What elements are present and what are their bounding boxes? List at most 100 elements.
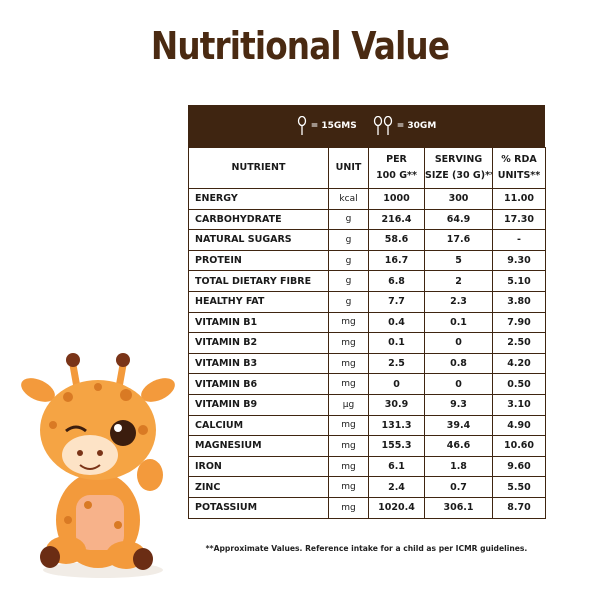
column-header: % RDA UNITS** [492,147,546,189]
nutrient-cell: CALCIUM [188,414,329,437]
value-cell: 0.8 [424,352,493,375]
value-cell: 2.5 [368,352,425,375]
nutrient-cell: POTASSIUM [188,496,329,519]
value-cell: µg [328,393,369,416]
value-cell: mg [328,435,369,457]
value-cell: 4.20 [492,352,546,375]
value-cell: g [328,270,369,292]
table-row: VITAMIN B3 mg 2.5 0.8 4.20 [188,352,546,375]
value-cell: g [328,208,369,231]
value-cell: 7.7 [368,290,425,313]
table-row: VITAMIN B6 mg 0 0 0.50 [188,373,546,395]
header-line: UNITS** [497,170,541,181]
value-cell: mg [328,455,369,478]
value-cell: 6.8 [368,270,425,292]
nutrient-cell: ENERGY [188,188,329,210]
value-cell: 7.90 [492,311,546,334]
header-line: NUTRIENT [231,162,286,173]
nutrient-cell: CARBOHYDRATE [188,208,329,231]
value-cell: 5.50 [492,476,546,498]
table-row: HEALTHY FAT g 7.7 2.3 3.80 [188,290,546,313]
value-cell: 0 [424,373,493,395]
value-cell: 8.70 [492,496,546,519]
value-cell: 0.1 [368,332,425,354]
nutrient-cell: VITAMIN B1 [188,311,329,334]
value-cell: 58.6 [368,229,425,251]
nutrient-cell: PROTEIN [188,249,329,272]
title: Nutritional Value [150,24,450,68]
value-cell: 4.90 [492,414,546,437]
value-cell: 2.4 [368,476,425,498]
value-cell: 5 [424,249,493,272]
spoons-icon [373,116,392,135]
value-cell: - [492,229,546,251]
table-row: POTASSIUM mg 1020.4 306.1 8.70 [188,496,546,519]
table-row: TOTAL DIETARY FIBRE g 6.8 2 5.10 [188,270,546,292]
value-cell: mg [328,373,369,395]
nutrition-table: = 15GMS = 30GM NUTRIENT UNIT PER 100 G** SER… [188,105,546,519]
nutrient-cell: VITAMIN B3 [188,352,329,375]
table-row: MAGNESIUM mg 155.3 46.6 10.60 [188,435,546,457]
value-cell: 16.7 [368,249,425,272]
table-row: VITAMIN B2 mg 0.1 0 2.50 [188,332,546,354]
value-cell: 1020.4 [368,496,425,519]
value-cell: 2.3 [424,290,493,313]
table-row: VITAMIN B1 mg 0.4 0.1 7.90 [188,311,546,334]
value-cell: 9.3 [424,393,493,416]
value-cell: 306.1 [424,496,493,519]
value-cell: 9.30 [492,249,546,272]
value-cell: 9.60 [492,455,546,478]
value-cell: mg [328,311,369,334]
column-header: SERVING SIZE (30 G)** [424,147,493,189]
nutrient-cell: HEALTHY FAT [188,290,329,313]
value-cell: 3.80 [492,290,546,313]
value-cell: 30.9 [368,393,425,416]
value-cell: kcal [328,188,369,210]
value-cell: 0.1 [424,311,493,334]
value-cell: 46.6 [424,435,493,457]
header-line: SERVING [434,154,483,165]
table-row: NATURAL SUGARS g 58.6 17.6- [188,229,546,251]
value-cell: mg [328,332,369,354]
table-row: IRON mg 6.1 1.8 9.60 [188,455,546,478]
nutrient-cell: TOTAL DIETARY FIBRE [188,270,329,292]
value-cell: 0.50 [492,373,546,395]
value-cell: mg [328,414,369,437]
table-row: CALCIUM mg 131.3 39.4 4.90 [188,414,546,437]
nutrient-cell: VITAMIN B9 [188,393,329,416]
nutrient-cell: ZINC [188,476,329,498]
value-cell: 0.7 [424,476,493,498]
column-header: UNIT [328,147,369,189]
value-cell: 216.4 [368,208,425,231]
table-row: ZINC mg 2.4 0.7 5.50 [188,476,546,498]
header-line: % RDA [501,154,537,165]
value-cell: mg [328,496,369,519]
value-cell: mg [328,476,369,498]
nutrient-cell: NATURAL SUGARS [188,229,329,251]
value-cell: g [328,249,369,272]
value-cell: 3.10 [492,393,546,416]
serving-large: = 30GM [396,121,437,131]
value-cell: 5.10 [492,270,546,292]
header-line: UNIT [335,162,362,173]
value-cell: 64.9 [424,208,493,231]
nutrient-cell: VITAMIN B2 [188,332,329,354]
value-cell: mg [328,352,369,375]
table-row: CARBOHYDRATE g 216.4 64.9 17.30 [188,208,546,231]
value-cell: g [328,290,369,313]
header-row: NUTRIENT UNIT PER 100 G** SERVING SIZE (30 G)… [188,147,546,189]
giraffe-illustration [21,353,175,578]
column-header: PER 100 G** [368,147,425,189]
value-cell: g [328,229,369,251]
value-cell: 2 [424,270,493,292]
table-row: ENERGY kcal 1000 300 11.00 [188,188,546,210]
value-cell: 131.3 [368,414,425,437]
nutrient-cell: MAGNESIUM [188,435,329,457]
value-cell: 1.8 [424,455,493,478]
value-cell: 17.6 [424,229,493,251]
serving-bar: = 15GMS = 30GM [188,105,545,147]
nutrient-cell: IRON [188,455,329,478]
header-line: PER [386,154,407,165]
table-row: PROTEIN g 16.7 5 9.30 [188,249,546,272]
